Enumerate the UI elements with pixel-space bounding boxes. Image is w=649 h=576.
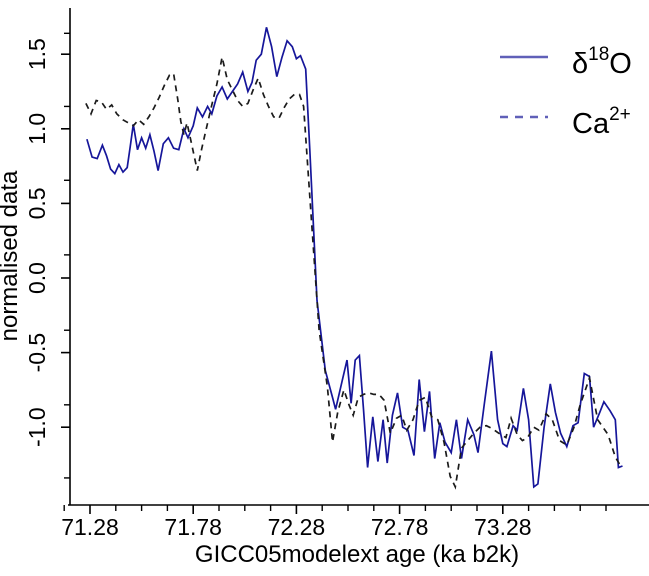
y-tick-label: 0.5 <box>24 187 50 219</box>
data-series <box>85 27 623 490</box>
legend-label-ca2plus: Ca2+ <box>572 104 631 140</box>
x-tick-label: 71.28 <box>61 514 119 540</box>
ca2plus-data-line <box>85 57 623 490</box>
d18o-data-line <box>86 27 623 489</box>
y-tick-label: -0.5 <box>24 333 50 373</box>
x-tick-label: 72.28 <box>268 514 326 540</box>
x-tick-label: 71.78 <box>164 514 222 540</box>
axis-ticks: 71.28 71.78 72.28 72.78 73.28 1.5 1.0 0.5 0.0 -0.… <box>24 32 607 540</box>
legend-label-d18o: δ18O <box>572 44 632 80</box>
y-tick-label: 0.0 <box>24 262 50 294</box>
y-tick-label: 1.5 <box>24 38 50 70</box>
y-tick-label: 1.0 <box>24 113 50 145</box>
x-tick-label: 73.28 <box>474 514 532 540</box>
x-axis-title: GICC05modelext age (ka b2k) <box>195 541 519 568</box>
legend: δ18O Ca2+ <box>500 44 632 140</box>
x-tick-label: 72.78 <box>371 514 429 540</box>
y-tick-label: -1.0 <box>24 407 50 447</box>
y-axis-title: normalised data <box>0 170 23 341</box>
